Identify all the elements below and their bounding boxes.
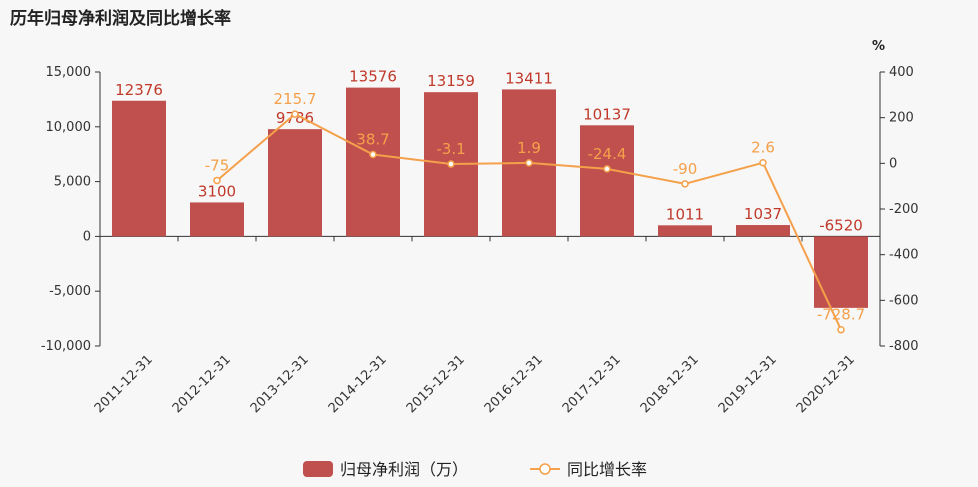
y-left-tick-label: -5,000: [49, 284, 91, 299]
growth-rate-point-2017-12-31: [603, 165, 611, 173]
y-right-tick-label: -800: [889, 339, 919, 354]
bar-2012-12-31: [190, 202, 244, 237]
growth-rate-label: 215.7: [274, 90, 317, 108]
y-left-tick-label: 15,000: [46, 65, 92, 80]
y-right-unit: %: [872, 39, 885, 54]
growth-rate-point-2018-12-31: [681, 180, 689, 188]
legend-bar-label: 归母净利润（万）: [340, 460, 468, 479]
bar-value-label: 13411: [505, 69, 553, 87]
y-right-tick-label: -200: [889, 202, 919, 217]
legend-bar-swatch: [303, 461, 333, 477]
y-left-tick-label: 5,000: [54, 175, 91, 190]
growth-rate-point-2020-12-31: [837, 325, 845, 334]
x-tick-label: 2020-12-31: [794, 352, 858, 416]
y-left-tick-label: 0: [83, 229, 91, 244]
x-tick-label: 2015-12-31: [404, 352, 468, 416]
bar-2011-12-31: [112, 100, 166, 237]
y-right-tick-label: 200: [889, 111, 914, 126]
bar-value-label: 12376: [115, 81, 163, 99]
growth-rate-label: -24.4: [588, 145, 627, 163]
bar-value-label: 3100: [198, 182, 236, 200]
growth-rate-point-2019-12-31: [759, 158, 767, 167]
x-tick-label: 2018-12-31: [638, 352, 702, 416]
y-right-tick-label: 400: [889, 65, 914, 80]
bar-value-label: 1011: [666, 205, 704, 223]
bar-2017-12-31: [580, 125, 634, 237]
x-tick-label: 2014-12-31: [326, 352, 390, 416]
growth-rate-point-2014-12-31: [369, 150, 377, 159]
growth-rate-point-2015-12-31: [447, 160, 455, 168]
growth-rate-label: -3.1: [436, 140, 465, 158]
growth-rate-label: 38.7: [356, 130, 389, 148]
bar-2013-12-31: [268, 129, 322, 237]
y-right-tick-label: 0: [889, 156, 897, 171]
bar-2018-12-31: [658, 225, 712, 237]
legend-line-marker: [539, 463, 551, 475]
growth-rate-label: -728.7: [817, 306, 865, 324]
bar-2014-12-31: [346, 87, 400, 237]
growth-rate-label: 1.9: [517, 139, 541, 157]
growth-rate-point-2012-12-31: [213, 176, 221, 185]
growth-rate-label: 2.6: [751, 139, 775, 157]
chart-title: 历年归母净利润及同比增长率: [10, 9, 231, 29]
y-right-tick-label: -600: [889, 293, 919, 308]
bar-value-label: 13159: [427, 72, 475, 90]
x-tick-label: 2019-12-31: [716, 352, 780, 416]
bar-value-label: 13576: [349, 68, 397, 86]
y-right-tick-label: -400: [889, 248, 919, 263]
growth-rate-label: -90: [673, 160, 698, 178]
x-tick-label: 2017-12-31: [560, 352, 624, 416]
x-tick-label: 2016-12-31: [482, 352, 546, 416]
legend-line-label: 同比增长率: [567, 460, 647, 479]
growth-rate-point-2016-12-31: [525, 159, 533, 167]
growth-rate-point-2013-12-31: [291, 110, 299, 118]
x-tick-label: 2012-12-31: [170, 352, 234, 416]
bar-value-label: 1037: [744, 205, 782, 223]
bar-2020-12-31: [814, 236, 868, 308]
y-left-tick-label: -10,000: [41, 339, 91, 354]
x-tick-label: 2013-12-31: [248, 352, 312, 416]
y-left-tick-label: 10,000: [46, 120, 92, 135]
x-tick-label: 2011-12-31: [92, 352, 156, 416]
bar-2019-12-31: [736, 225, 790, 237]
bar-value-label: 10137: [583, 105, 631, 123]
growth-rate-label: -75: [205, 156, 230, 174]
bar-value-label: -6520: [819, 216, 863, 234]
